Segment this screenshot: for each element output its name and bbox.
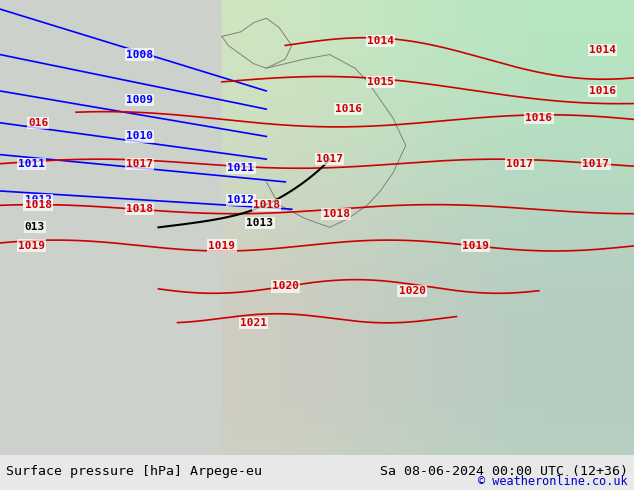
Text: 1015: 1015 xyxy=(367,77,394,87)
Text: 1018: 1018 xyxy=(126,204,153,214)
Text: 016: 016 xyxy=(28,118,48,128)
Text: Surface pressure [hPa] Arpege-eu: Surface pressure [hPa] Arpege-eu xyxy=(6,465,262,478)
Text: 1014: 1014 xyxy=(367,36,394,46)
Text: 1020: 1020 xyxy=(399,286,425,296)
Text: 1014: 1014 xyxy=(589,45,616,55)
Text: 1021: 1021 xyxy=(240,318,267,328)
Text: 1013: 1013 xyxy=(247,218,273,228)
Text: 1017: 1017 xyxy=(126,159,153,169)
Text: 1011: 1011 xyxy=(228,163,254,173)
Text: 1020: 1020 xyxy=(272,281,299,292)
Text: 1017: 1017 xyxy=(583,159,609,169)
Text: 1012: 1012 xyxy=(228,195,254,205)
Text: 1019: 1019 xyxy=(18,241,45,250)
Text: 1010: 1010 xyxy=(126,131,153,142)
Text: Sa 08-06-2024 00:00 UTC (12+36): Sa 08-06-2024 00:00 UTC (12+36) xyxy=(380,465,628,478)
Text: 1018: 1018 xyxy=(25,199,51,210)
Text: 1016: 1016 xyxy=(335,104,362,114)
Text: © weatheronline.co.uk: © weatheronline.co.uk xyxy=(478,475,628,488)
Text: 1009: 1009 xyxy=(126,95,153,105)
Text: 1017: 1017 xyxy=(316,154,343,164)
Text: 1019: 1019 xyxy=(209,241,235,250)
Text: 1016: 1016 xyxy=(589,86,616,96)
Text: 1012: 1012 xyxy=(25,195,51,205)
Text: 1011: 1011 xyxy=(18,159,45,169)
Text: 013: 013 xyxy=(25,222,45,232)
Text: 1017: 1017 xyxy=(507,159,533,169)
Text: 1019: 1019 xyxy=(462,241,489,250)
Text: 1018: 1018 xyxy=(323,209,349,219)
Text: 1008: 1008 xyxy=(126,49,153,60)
Text: 1016: 1016 xyxy=(526,113,552,123)
Text: 1018: 1018 xyxy=(253,199,280,210)
